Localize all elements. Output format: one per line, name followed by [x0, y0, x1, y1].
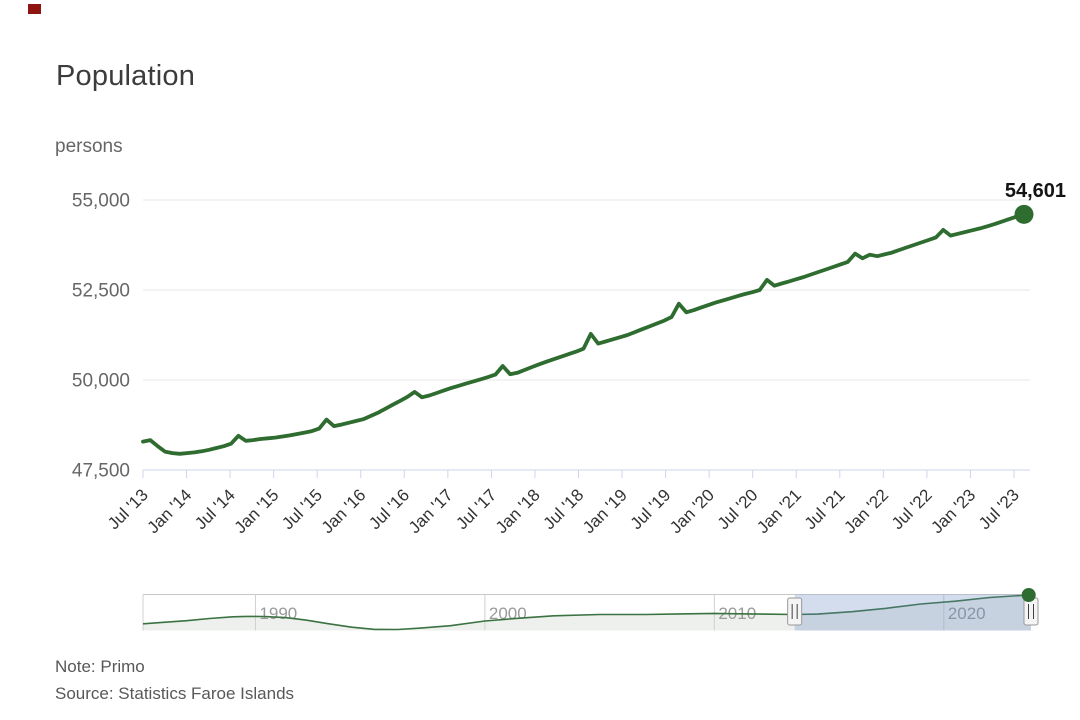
x-tick-label: Jan '22 — [840, 485, 892, 537]
x-tick-label: Jan '17 — [405, 485, 457, 537]
source-text: Source: Statistics Faroe Islands — [55, 684, 295, 703]
series-end-dot — [1014, 204, 1034, 224]
navigator-handle-left[interactable] — [787, 597, 803, 626]
x-tick-label: Jan '20 — [666, 485, 718, 537]
red-corner-mark — [28, 4, 41, 14]
y-tick-label: 55,000 — [72, 191, 130, 212]
navigator-year-label: 1990 — [259, 604, 297, 623]
x-tick-label: Jan '21 — [753, 485, 805, 537]
y-tick-label: 52,500 — [72, 281, 130, 302]
note-text: Note: Primo — [55, 657, 145, 676]
x-tick-label: Jan '19 — [579, 485, 631, 537]
navigator-handle-right[interactable] — [1023, 597, 1039, 626]
population-series-line — [141, 212, 1026, 456]
y-axis-unit-label: persons — [55, 136, 123, 157]
x-tick-label: Jan '23 — [927, 485, 979, 537]
navigator-end-dot — [1021, 588, 1036, 602]
chart-title: Population — [56, 60, 196, 92]
x-tick-label: Jan '16 — [318, 485, 370, 537]
x-tick-label: Jan '18 — [492, 485, 544, 537]
y-tick-label: 47,500 — [72, 461, 130, 482]
navigator-mask[interactable] — [794, 594, 1031, 631]
last-value-label: 54,601 — [1005, 180, 1066, 202]
navigator-area[interactable] — [143, 595, 1031, 631]
y-tick-label: 50,000 — [72, 371, 130, 392]
navigator-line — [142, 594, 1029, 631]
navigator-year-label: 2020 — [948, 604, 986, 623]
x-tick-label: Jan '14 — [144, 485, 196, 537]
x-tick-label: Jan '15 — [231, 485, 283, 537]
x-tick-label: Jul '23 — [975, 485, 1023, 533]
